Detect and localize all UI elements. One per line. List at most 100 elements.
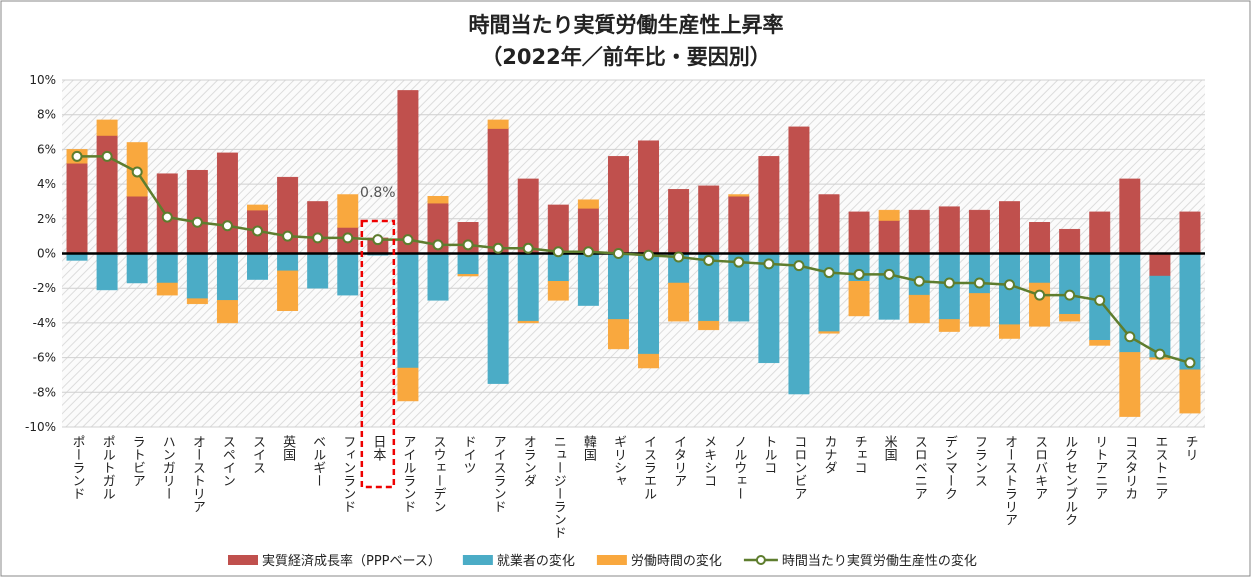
bar-segment: [938, 319, 960, 332]
x-tick-label: トルコ: [761, 435, 776, 474]
x-tick-label: オーストリア: [190, 435, 205, 513]
bar-segment: [1059, 253, 1081, 315]
line-marker: [221, 220, 233, 232]
bar-segment: [487, 128, 509, 254]
line-marker: [1094, 294, 1106, 306]
x-tick-label: コスタリカ: [1122, 435, 1137, 500]
x-tick-label: ポルトガル: [100, 435, 115, 500]
x-tick-label: スロベニア: [912, 435, 928, 500]
bar-segment: [397, 253, 419, 369]
y-tick-label: -6%: [33, 351, 56, 365]
bar-segment: [607, 319, 629, 350]
bar-segment: [1089, 211, 1111, 254]
x-tick-label: オランダ: [521, 435, 536, 487]
x-tick-label: ドイツ: [461, 435, 476, 474]
x-tick-label: アイルランド: [400, 435, 415, 513]
x-tick-label: スペイン: [220, 435, 236, 487]
bar-segment: [878, 220, 900, 254]
bar-segment: [457, 253, 479, 275]
bar-segment: [216, 253, 238, 301]
line-marker: [312, 232, 324, 244]
bar-segment: [758, 156, 780, 254]
x-tick-label: ギリシャ: [611, 435, 626, 487]
highlight-box: [360, 219, 396, 489]
x-tick-label: ルクセンブルク: [1062, 435, 1078, 526]
line-marker: [1154, 348, 1166, 360]
x-tick-label: スロバキア: [1032, 435, 1048, 500]
bar-segment: [1179, 369, 1201, 414]
bar-segment: [607, 253, 629, 320]
bar-segment: [427, 253, 449, 301]
bar-segment: [818, 194, 840, 254]
bar-segment: [1029, 222, 1051, 254]
y-tick-label: 2%: [37, 212, 56, 226]
x-tick-label: メキシコ: [701, 435, 716, 487]
bar-segment: [126, 195, 148, 254]
bar-segment: [698, 185, 720, 254]
bar-segment: [96, 253, 118, 291]
line-marker: [1003, 279, 1015, 291]
y-tick-label: -10%: [25, 420, 56, 434]
bar-segment: [156, 282, 178, 296]
bar-segment: [277, 253, 299, 272]
bar-segment: [1119, 352, 1141, 417]
line-marker: [1124, 331, 1136, 343]
x-tick-label: リトアニア: [1092, 435, 1107, 500]
bar-segment: [698, 320, 720, 331]
bar-segment: [96, 119, 118, 136]
legend-swatch: [596, 555, 627, 565]
bar-segment: [216, 300, 238, 324]
bar-segment: [968, 293, 990, 327]
x-tick-label: デンマーク: [942, 435, 957, 500]
bar-segment: [307, 253, 329, 289]
x-tick-label: 英国: [280, 435, 296, 461]
bar-segment: [818, 253, 840, 332]
legend-swatch: [228, 555, 258, 565]
bar-segment: [638, 353, 660, 369]
line-marker: [823, 267, 835, 279]
bar-segment: [728, 194, 750, 197]
bar-segment: [788, 126, 810, 254]
x-tick-label: スウェーデン: [430, 435, 445, 513]
line-marker: [252, 225, 264, 237]
bar-segment: [668, 282, 690, 322]
chart-title: 時間当たり実質労働生産性上昇率: [469, 13, 784, 37]
line-marker: [943, 277, 955, 289]
bar-segment: [247, 204, 268, 211]
line-marker: [462, 239, 474, 251]
x-tick-label: フランス: [972, 435, 987, 487]
x-tick-label: コロンビア: [791, 435, 806, 500]
bar-segment: [788, 253, 810, 395]
bar-segment: [1059, 313, 1081, 322]
bar-segment: [307, 201, 329, 254]
bar-segment: [908, 253, 930, 296]
y-tick-label: 10%: [29, 73, 56, 87]
bar-segment: [938, 206, 960, 254]
bar-segment: [517, 178, 539, 254]
line-marker: [853, 268, 865, 280]
bar-segment: [878, 253, 900, 320]
bar-segment: [999, 324, 1020, 339]
bar-segment: [487, 119, 509, 129]
y-tick-label: 8%: [37, 108, 56, 122]
bar-segment: [457, 274, 479, 277]
bar-segment: [1179, 211, 1201, 254]
x-tick-label: カナダ: [822, 435, 837, 474]
bar-segment: [186, 253, 208, 299]
y-tick-label: -2%: [33, 281, 56, 295]
line-marker: [282, 230, 294, 242]
x-tick-label: ハンガリー: [160, 435, 175, 500]
line-marker: [763, 258, 775, 270]
bar-segment: [728, 195, 750, 254]
x-tick-label: ラトビア: [130, 435, 145, 487]
line-marker: [582, 246, 594, 258]
line-marker: [161, 211, 173, 223]
x-tick-label: ニュージーランド: [551, 435, 566, 539]
x-tick-label: イタリア: [671, 435, 686, 487]
bar-segment: [277, 176, 299, 254]
bar-segment: [908, 209, 930, 254]
x-tick-label: ベルギー: [310, 435, 326, 487]
bar-segment: [66, 163, 88, 254]
bar-segment: [968, 209, 990, 254]
legend-marker: [755, 555, 766, 565]
